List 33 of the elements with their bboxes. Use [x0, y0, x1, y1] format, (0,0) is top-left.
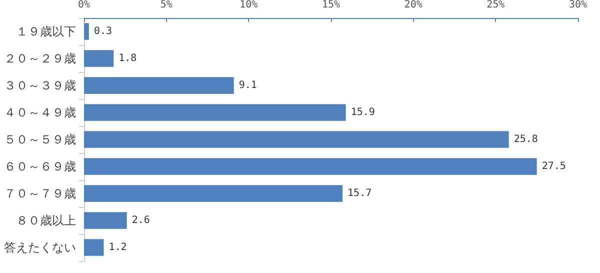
x-tick-label: 15%	[322, 0, 340, 10]
bar	[84, 77, 234, 94]
data-label: 15.9	[350, 107, 375, 118]
data-label: 0.3	[94, 26, 112, 37]
bar	[84, 104, 346, 121]
y-tick-label: ２０～２９歳	[4, 52, 76, 66]
data-label: 1.2	[108, 242, 127, 253]
bar	[84, 50, 114, 67]
y-tick-label: １９歳以下	[16, 24, 76, 38]
data-label: 25.8	[514, 134, 538, 145]
y-tick-label: ６０～６９歳	[4, 160, 76, 174]
bar	[84, 212, 127, 229]
y-tick-label: 答えたくない	[4, 240, 76, 254]
data-label: 9.1	[238, 80, 257, 91]
bar	[84, 239, 104, 256]
x-tick-label: 10%	[240, 0, 258, 10]
bar	[84, 131, 509, 148]
x-tick-label: 5%	[160, 0, 172, 10]
bar	[84, 158, 537, 175]
x-tick-label: 30%	[568, 0, 588, 10]
data-label: 1.8	[118, 53, 137, 64]
y-tick-label: ３０～３９歳	[4, 78, 76, 92]
y-tick-label: ７０～７９歳	[4, 186, 76, 200]
x-tick-label: 25%	[486, 0, 505, 10]
x-tick-label: 0%	[78, 0, 90, 10]
y-tick-label: ４０～４９歳	[4, 106, 76, 120]
data-label: 27.5	[542, 161, 566, 172]
data-label: 15.7	[348, 188, 372, 199]
y-tick-label: ８０歳以上	[16, 214, 76, 228]
x-tick-label: 20%	[404, 0, 422, 10]
y-tick-label: ５０～５９歳	[4, 132, 76, 146]
data-label: 2.6	[132, 215, 150, 226]
bar	[84, 185, 343, 202]
